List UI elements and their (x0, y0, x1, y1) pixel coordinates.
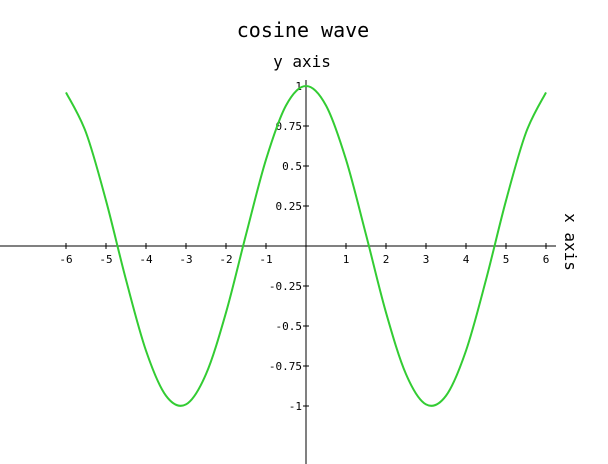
y-tick-label: 0.25 (276, 200, 303, 213)
x-tick-label: -1 (259, 253, 272, 266)
x-tick-label: 3 (423, 253, 430, 266)
x-tick-label: 5 (503, 253, 510, 266)
x-tick-label: -3 (179, 253, 192, 266)
x-axis-label: x axis (561, 213, 580, 271)
series-layer (65, 84, 547, 407)
y-tick-label: 0.5 (282, 160, 302, 173)
series-line (65, 84, 547, 407)
x-tick-label: -6 (59, 253, 72, 266)
x-tick-label: -5 (99, 253, 112, 266)
x-tick-label: 1 (343, 253, 350, 266)
y-ticks: 1 0.75 0.5 0.25 -0.25 -0.5 -0.75 -1 (269, 80, 309, 413)
x-ticks: -6 -5 -4 -3 -2 -1 1 2 3 4 5 6 (59, 243, 549, 266)
y-tick-label: -1 (289, 400, 302, 413)
x-tick-label: -2 (219, 253, 232, 266)
x-tick-label: -4 (139, 253, 153, 266)
y-tick-label: -0.5 (276, 320, 303, 333)
chart-title: cosine wave (237, 18, 369, 42)
x-tick-label: 6 (543, 253, 550, 266)
y-tick-label: 1 (295, 80, 302, 93)
y-tick-label: -0.75 (269, 360, 302, 373)
y-tick-label: 0.75 (276, 120, 303, 133)
y-tick-label: -0.25 (269, 280, 302, 293)
y-axis-label: y axis (273, 52, 331, 71)
x-tick-label: 4 (463, 253, 470, 266)
x-tick-label: 2 (383, 253, 390, 266)
